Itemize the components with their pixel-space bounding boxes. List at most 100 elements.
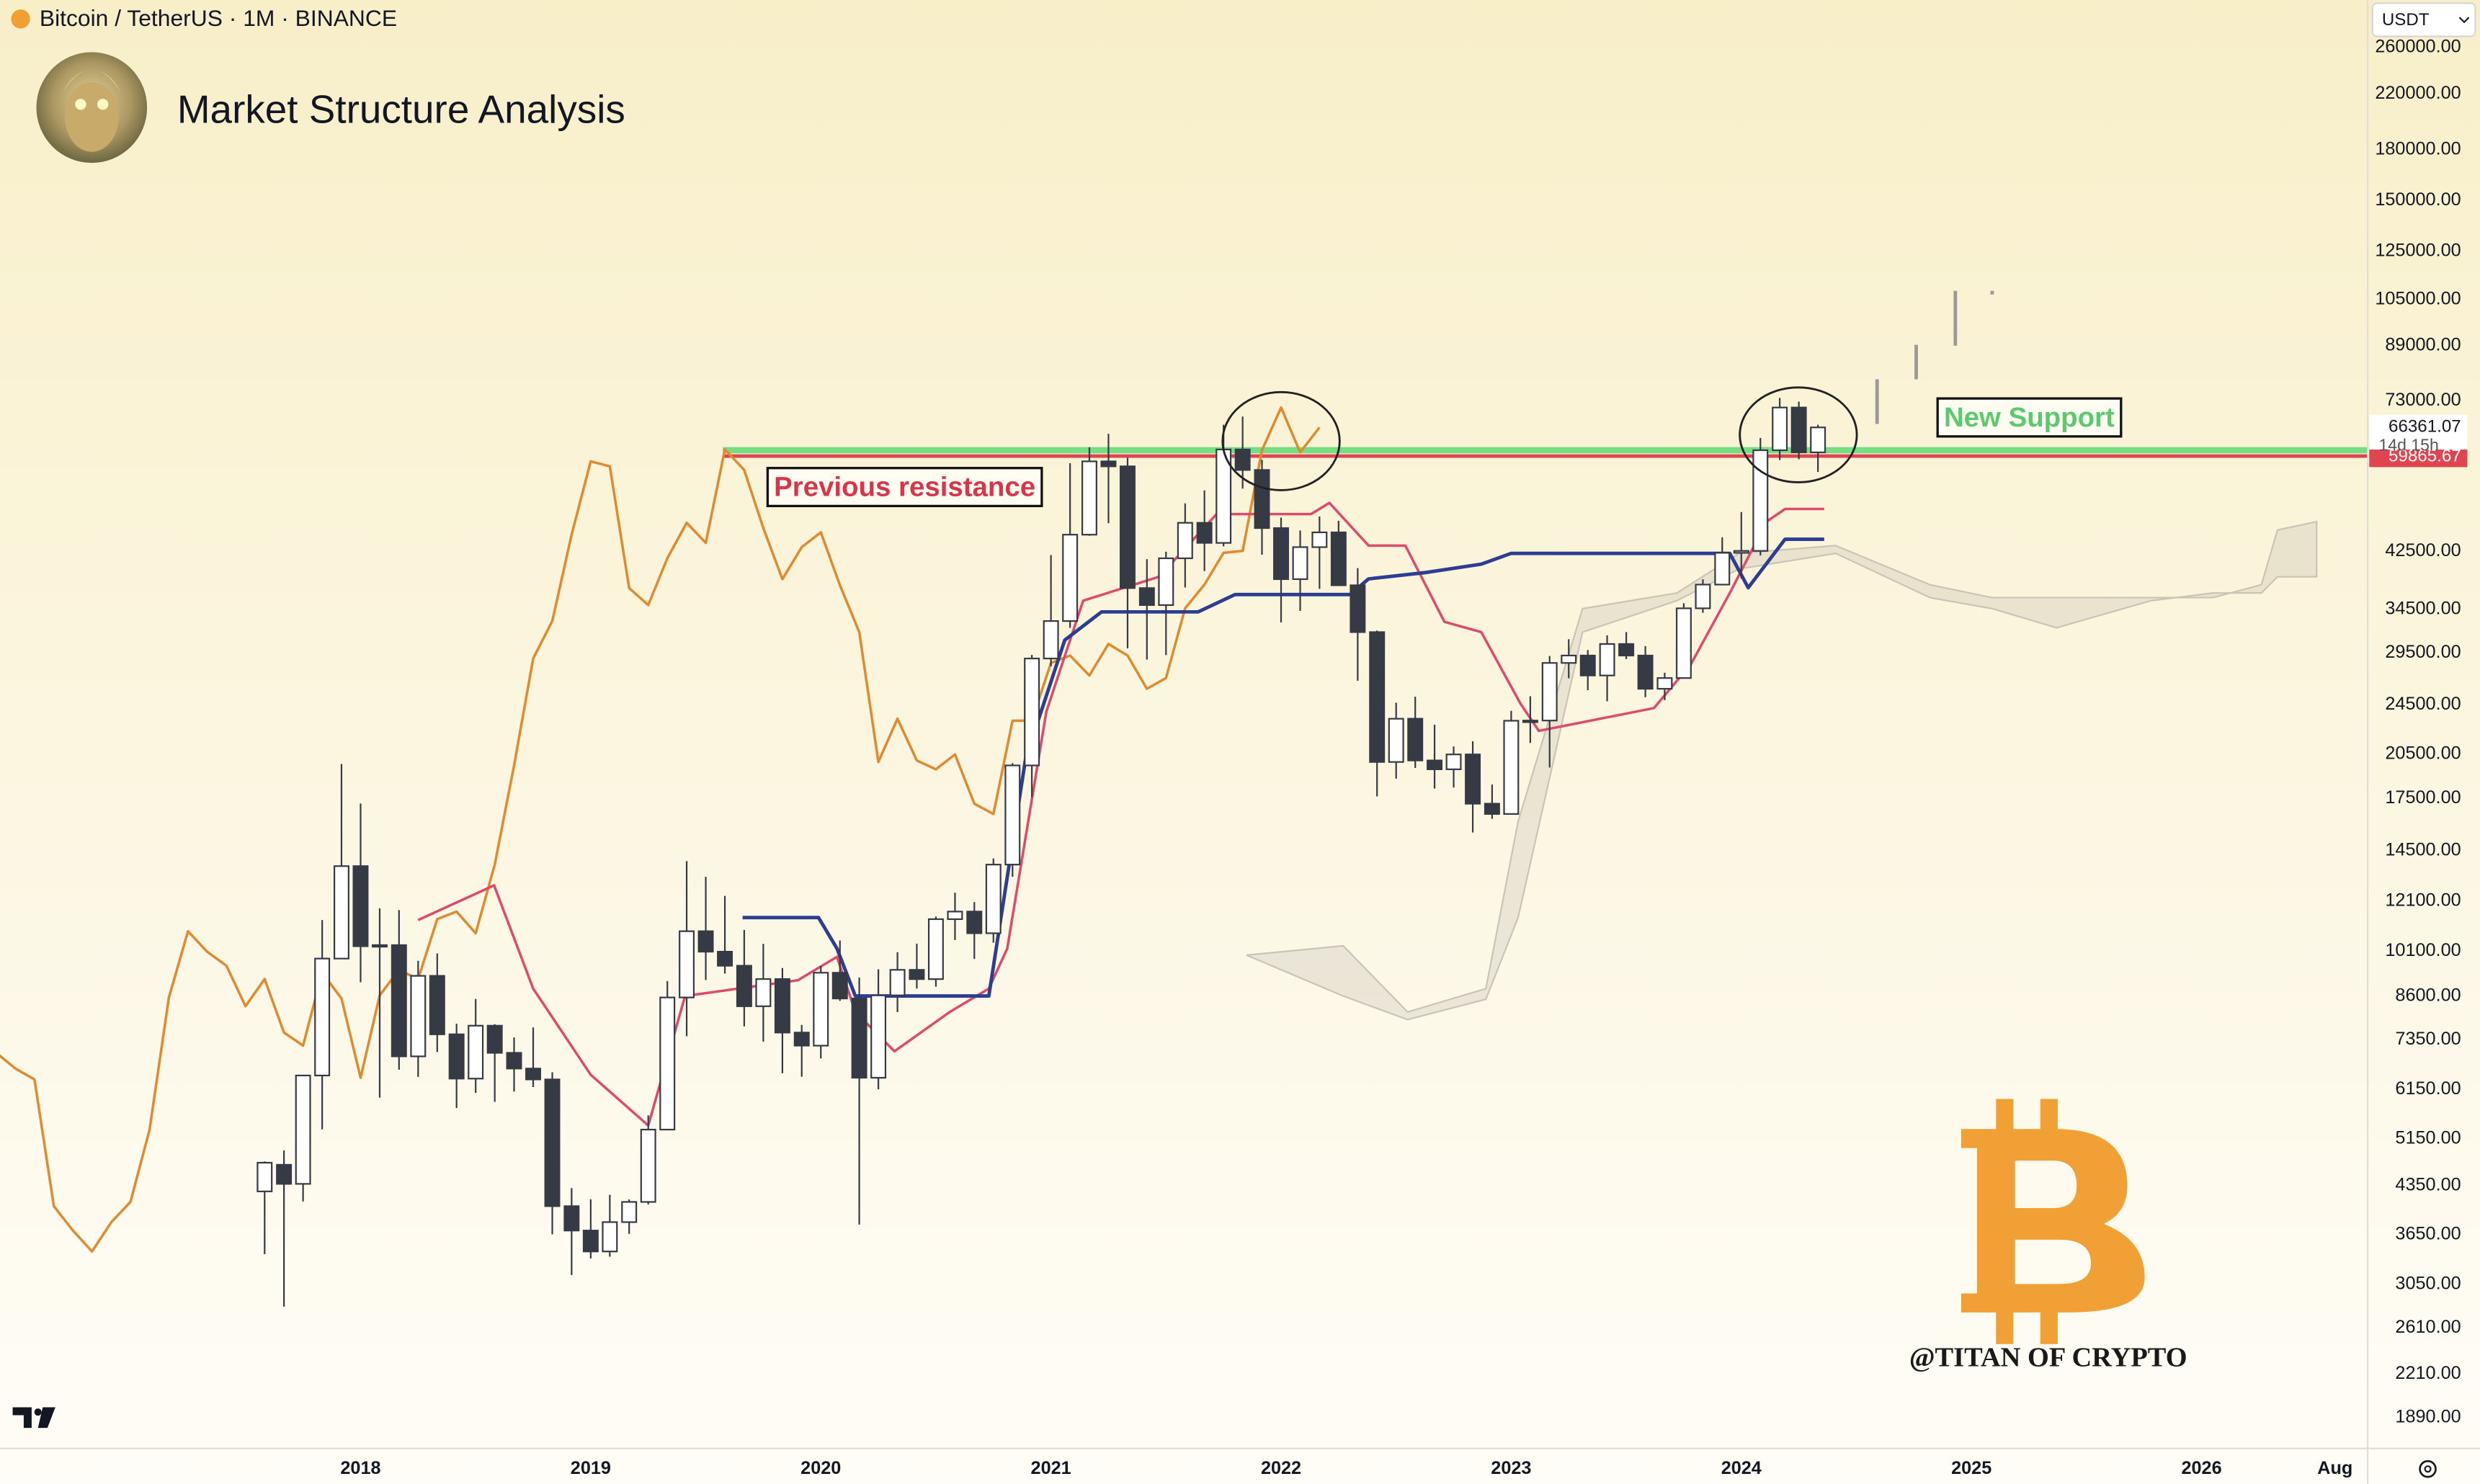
y-tick-label: 89000.00 [2385,335,2461,355]
candle-body [563,1205,580,1232]
bar-countdown: 14d 15h [2379,436,2439,455]
candle-body [1004,764,1021,866]
candle-body [621,1201,638,1223]
candle-body [410,975,427,1058]
settings-icon[interactable] [2419,1460,2437,1478]
y-tick-label: 220000.00 [2375,83,2461,103]
candle-body [525,1068,541,1081]
candle-body [1273,527,1289,581]
bitcoin-logo [1961,1099,2145,1344]
candle-body [1043,620,1059,660]
candle-body [468,1024,484,1080]
candle-body [1561,654,1577,664]
candle-body [774,978,790,1034]
candle-body [1100,460,1117,468]
x-tick-label: Aug [2317,1458,2352,1478]
candle-body [276,1163,293,1185]
currency-selector[interactable]: USDT [2371,2,2476,37]
candle-body [1254,469,1270,529]
annotation-box [1936,397,2123,438]
candle-body [1158,557,1174,607]
candle-body [1541,662,1558,722]
candle-body [1120,465,1136,589]
plot-area [0,290,2368,1307]
y-tick-label: 180000.00 [2375,139,2461,159]
candle-body [1637,654,1654,690]
candle-body [659,996,676,1131]
indicator-line [0,406,1321,1253]
candle-body [736,965,752,1007]
candle-body [640,1128,656,1203]
symbol-icon [11,9,30,29]
y-tick-label: 73000.00 [2385,390,2461,410]
candle-body [1388,718,1404,763]
candle-body [1427,759,1443,770]
x-tick-label: 2025 [1951,1458,1991,1478]
candle-body [257,1161,273,1192]
x-tick-label: 2020 [800,1458,841,1478]
candle-body [1503,720,1520,815]
candle-body [1177,522,1193,560]
candle-body [582,1230,599,1253]
y-tick-label: 3050.00 [2395,1274,2461,1294]
last-price-tag [2369,414,2468,450]
y-tick-label: 2210.00 [2395,1363,2461,1383]
candle-body [1062,534,1079,622]
annotation-text: New Support [1944,402,2115,433]
candle-body [1234,448,1251,471]
candle-body [448,1033,465,1080]
candle-body [486,1024,503,1054]
candle-body [1579,654,1596,676]
y-tick-label: 3650.00 [2395,1223,2461,1243]
candle-body [1656,677,1673,690]
highlight-ellipse [1739,386,1858,483]
candle-body [506,1052,522,1070]
x-tick-label: 2018 [340,1458,380,1478]
candle-body [1695,584,1711,609]
x-tick-label: 2021 [1031,1458,1071,1478]
y-tick-label: 6150.00 [2395,1078,2461,1099]
candle-body [1618,643,1635,657]
candle-body [927,918,944,980]
candle-body [1714,552,1731,586]
tv-logo[interactable] [12,1407,55,1429]
axes: 260000.00 220000.00 180000.00 150000.00 1250… [340,36,2468,1478]
candle-body [352,865,369,947]
candle-body [295,1074,311,1185]
candle-body [679,930,695,998]
y-tick-label: 1890.00 [2395,1407,2461,1427]
candle-body [1599,643,1615,676]
candle-body [333,865,349,960]
candle-body [1733,550,1749,554]
y-tick-label: 260000.00 [2375,36,2461,56]
y-tick-label: 8600.00 [2395,985,2461,1005]
candle-body [1311,531,1328,548]
y-tick-label: 24500.00 [2385,694,2461,714]
currency-label[interactable]: USDT [2382,10,2430,30]
y-tick-label: 17500.00 [2385,787,2461,808]
y-tick-label: 125000.00 [2375,240,2461,260]
candle-body [1752,449,1769,552]
overlay: Previous resistance New Support [766,386,2123,508]
y-tick-label: 10100.00 [2385,940,2461,960]
candle-body [717,950,733,967]
candle-body [1484,803,1500,815]
candle-body [314,957,331,1077]
candle-body [372,944,388,948]
watermark: @TITAN OF CRYPTO [1909,1343,2187,1373]
candle-body [1465,754,1481,805]
y-tick-label: 20500.00 [2385,743,2461,764]
highlight-ellipse [1221,390,1341,491]
x-tick-label: 2026 [2181,1458,2221,1478]
candle-body [429,975,445,1035]
candle-body [1138,587,1155,607]
candle-body [909,969,925,980]
x-tick-label: 2022 [1261,1458,1301,1478]
candle-body [813,972,829,1047]
y-tick-label: 2610.00 [2395,1317,2461,1337]
candle-body [1330,531,1347,586]
candle-body [966,911,983,934]
y-tick-label: 7350.00 [2395,1029,2461,1049]
